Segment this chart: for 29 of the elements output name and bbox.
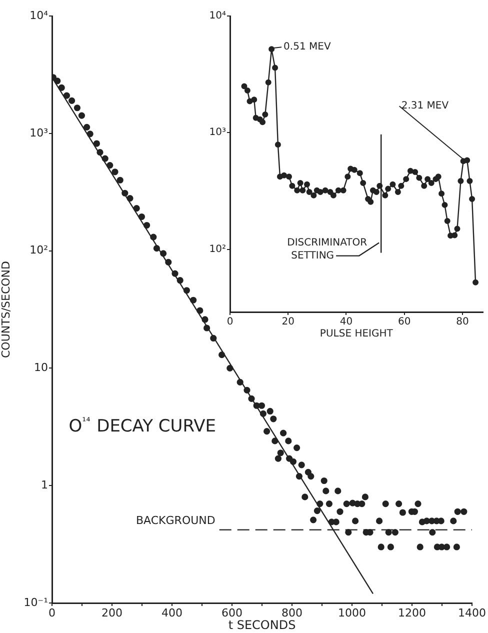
y-tick-label: 10 xyxy=(34,361,48,374)
x-tick-label: 1400 xyxy=(458,606,486,620)
x-tick-label: 80 xyxy=(456,316,469,328)
annotation: 2.31 MEV xyxy=(401,100,449,112)
x-tick-label: 600 xyxy=(222,606,242,620)
x-tick-label: 200 xyxy=(102,606,122,620)
ref-line-label: DISCRIMINATOR SETTING xyxy=(287,237,368,262)
y-tick-label: 10³ xyxy=(209,127,226,138)
x-tick-label: 1000 xyxy=(338,606,366,620)
x-axis-title: PULSE HEIGHT xyxy=(320,328,394,340)
x-axis-title: t SECONDS xyxy=(228,618,296,632)
x-tick-label: 20 xyxy=(282,316,294,328)
y-tick-label: 10² xyxy=(30,244,48,257)
y-tick-label: 10² xyxy=(209,244,226,255)
y-tick-label: 10⁴ xyxy=(30,8,49,22)
x-tick-label: 40 xyxy=(340,316,353,328)
y-tick-label: 10⁻¹ xyxy=(24,596,48,609)
y-tick-label: 1 xyxy=(41,478,48,492)
x-tick-label: 800 xyxy=(282,606,302,620)
x-tick-label: 1200 xyxy=(398,606,426,620)
x-tick-label: 0 xyxy=(48,606,56,620)
ref-line-label: BACKGROUND xyxy=(136,514,216,528)
x-tick-label: 60 xyxy=(398,316,411,328)
y-tick-label: 10⁴ xyxy=(209,10,226,22)
y-axis-title: COUNTS/SECOND xyxy=(0,261,12,358)
x-tick-label: 400 xyxy=(162,606,182,620)
annotation: 0.51 MEV xyxy=(284,42,331,53)
y-tick-label: 10³ xyxy=(30,126,48,140)
x-tick-label: 0 xyxy=(226,316,234,328)
